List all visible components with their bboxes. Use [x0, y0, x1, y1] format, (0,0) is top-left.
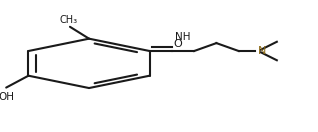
Text: OH: OH: [0, 92, 14, 102]
Text: CH₃: CH₃: [59, 15, 77, 25]
Text: NH: NH: [175, 32, 191, 42]
Text: N: N: [258, 46, 266, 56]
Text: O: O: [174, 39, 183, 49]
